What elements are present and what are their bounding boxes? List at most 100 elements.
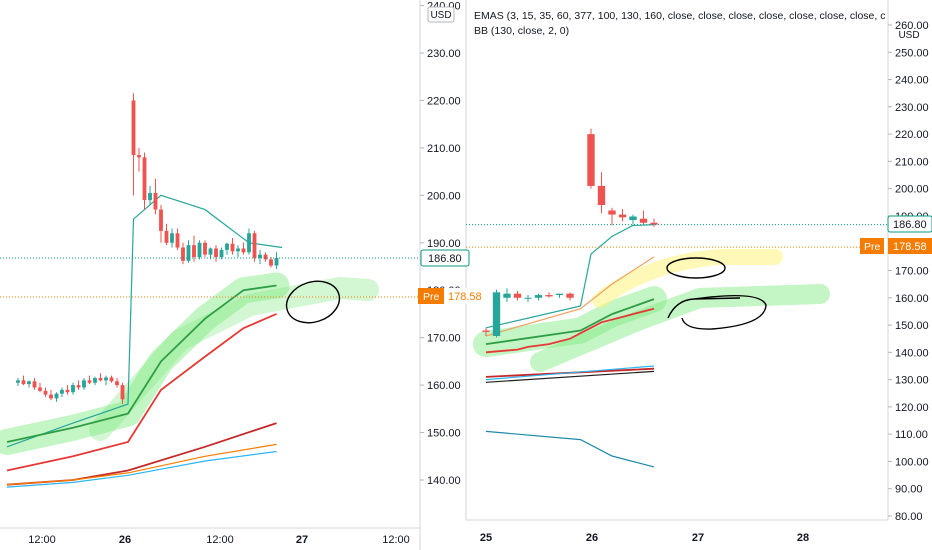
left-candle[interactable] [82, 380, 86, 388]
right-ema-line-1[interactable] [485, 256, 655, 337]
right-ema-line-3[interactable] [485, 307, 655, 354]
right-candle[interactable] [555, 293, 564, 296]
left-candle[interactable] [241, 248, 246, 253]
left-candle[interactable] [16, 380, 20, 383]
left-candle[interactable] [192, 245, 196, 258]
left-ema-line-5[interactable] [6, 450, 277, 488]
right-candle[interactable] [629, 216, 637, 221]
left-candle[interactable] [38, 387, 42, 391]
right-tick-label: 170.00 [895, 266, 929, 278]
right-ema-line-0[interactable] [485, 224, 655, 329]
right-ema-line-2[interactable] [485, 298, 655, 345]
right-ema-line-5[interactable] [485, 365, 655, 381]
left-candle[interactable] [93, 377, 97, 383]
right-candle[interactable] [639, 218, 648, 223]
left-candle[interactable] [274, 257, 279, 266]
right-candle[interactable] [608, 210, 616, 215]
left-last-price-value: 186.80 [428, 253, 462, 265]
left-candle[interactable] [21, 380, 26, 385]
left-candle[interactable] [27, 381, 31, 385]
left-time-axis[interactable]: 12:00 26 12:00 27 12:00 [28, 534, 410, 546]
left-candle[interactable] [104, 377, 108, 381]
left-candle[interactable] [230, 243, 235, 252]
left-candle[interactable] [197, 242, 202, 258]
left-candle[interactable] [170, 233, 174, 243]
left-candle[interactable] [49, 394, 53, 399]
right-candle[interactable] [545, 295, 553, 297]
right-hand-drawn-annotations [666, 257, 767, 330]
left-candle[interactable] [252, 233, 257, 258]
left-candle[interactable] [269, 259, 273, 266]
right-price-axis[interactable]: 260.00 250.00 240.00 230.00 220.00 210.00 200.… [888, 20, 929, 523]
left-candle[interactable] [247, 233, 251, 253]
left-candle[interactable] [109, 377, 114, 382]
left-circle-annotation[interactable] [281, 275, 345, 330]
left-candle[interactable] [120, 385, 125, 400]
left-currency-badge[interactable] [427, 6, 455, 23]
right-candle[interactable] [618, 214, 627, 218]
right-candle[interactable] [566, 293, 574, 298]
right-candle[interactable] [524, 297, 532, 299]
left-ema-line-1[interactable] [6, 284, 277, 443]
left-candle[interactable] [115, 381, 119, 386]
right-circle-annotation[interactable] [666, 257, 726, 279]
right-tick-label: 140.00 [895, 347, 929, 359]
ema-indicator-legend[interactable]: EMAS (3, 15, 35, 60, 377, 100, 130, 160,… [474, 10, 885, 22]
left-tick-label: 200.00 [427, 190, 461, 202]
left-candle[interactable] [236, 248, 240, 252]
left-candle[interactable] [142, 157, 147, 201]
right-time-axis[interactable]: 25 26 27 28 [480, 532, 809, 544]
left-candle[interactable] [60, 389, 64, 394]
left-candle[interactable] [203, 242, 207, 255]
right-candle[interactable] [503, 293, 511, 298]
left-candle[interactable] [153, 192, 158, 210]
right-scribble-annotation[interactable] [667, 294, 767, 330]
left-candle[interactable] [164, 230, 169, 243]
left-ema-line-2[interactable] [6, 313, 277, 472]
left-candle[interactable] [148, 192, 152, 201]
right-tick-label: 160.00 [895, 293, 929, 305]
left-plot-area[interactable] [0, 93, 420, 488]
left-candle[interactable] [54, 393, 59, 399]
bb-indicator-legend[interactable]: BB (130, close, 2, 0) [474, 25, 569, 37]
right-ema-line-7[interactable] [485, 430, 655, 468]
left-candle[interactable] [65, 389, 70, 393]
left-candle[interactable] [219, 249, 224, 258]
right-candle[interactable] [650, 222, 658, 225]
right-ema-line-6[interactable] [485, 370, 655, 383]
right-candle[interactable] [534, 295, 543, 298]
left-candle[interactable] [175, 233, 180, 248]
left-pre-price-box [444, 288, 490, 304]
left-candle[interactable] [258, 254, 262, 258]
left-candle[interactable] [186, 245, 191, 261]
right-tick-label: 240.00 [895, 75, 929, 87]
left-ema-line-0[interactable] [6, 194, 283, 448]
right-candle[interactable] [492, 292, 501, 336]
left-candle[interactable] [87, 380, 92, 383]
right-tick-label: 80.00 [895, 511, 923, 523]
left-panel[interactable] [0, 0, 420, 528]
left-candle[interactable] [32, 381, 37, 388]
left-candle[interactable] [214, 248, 218, 258]
right-plot-area[interactable] [466, 128, 888, 468]
left-candle[interactable] [43, 390, 48, 395]
right-candle[interactable] [482, 330, 490, 332]
left-candle[interactable] [98, 377, 103, 381]
left-tick-label: 140.00 [427, 475, 461, 487]
left-ema-line-4[interactable] [6, 443, 277, 486]
left-candle[interactable] [263, 254, 268, 260]
left-candle[interactable] [131, 100, 136, 156]
right-candle[interactable] [513, 293, 522, 298]
left-candle[interactable] [208, 248, 213, 255]
right-candle[interactable] [587, 134, 595, 186]
left-candle[interactable] [71, 385, 75, 393]
left-time-label: 12:00 [206, 534, 234, 546]
left-time-label: 12:00 [382, 534, 410, 546]
left-candle[interactable] [76, 385, 81, 388]
left-candle[interactable] [137, 155, 141, 158]
right-candle[interactable] [597, 185, 606, 206]
left-price-axis[interactable]: 240.00230.00220.00210.00200.00190.00180.… [420, 1, 461, 487]
left-candle[interactable] [225, 243, 229, 250]
left-candle[interactable] [159, 209, 163, 231]
left-candle[interactable] [181, 247, 185, 261]
